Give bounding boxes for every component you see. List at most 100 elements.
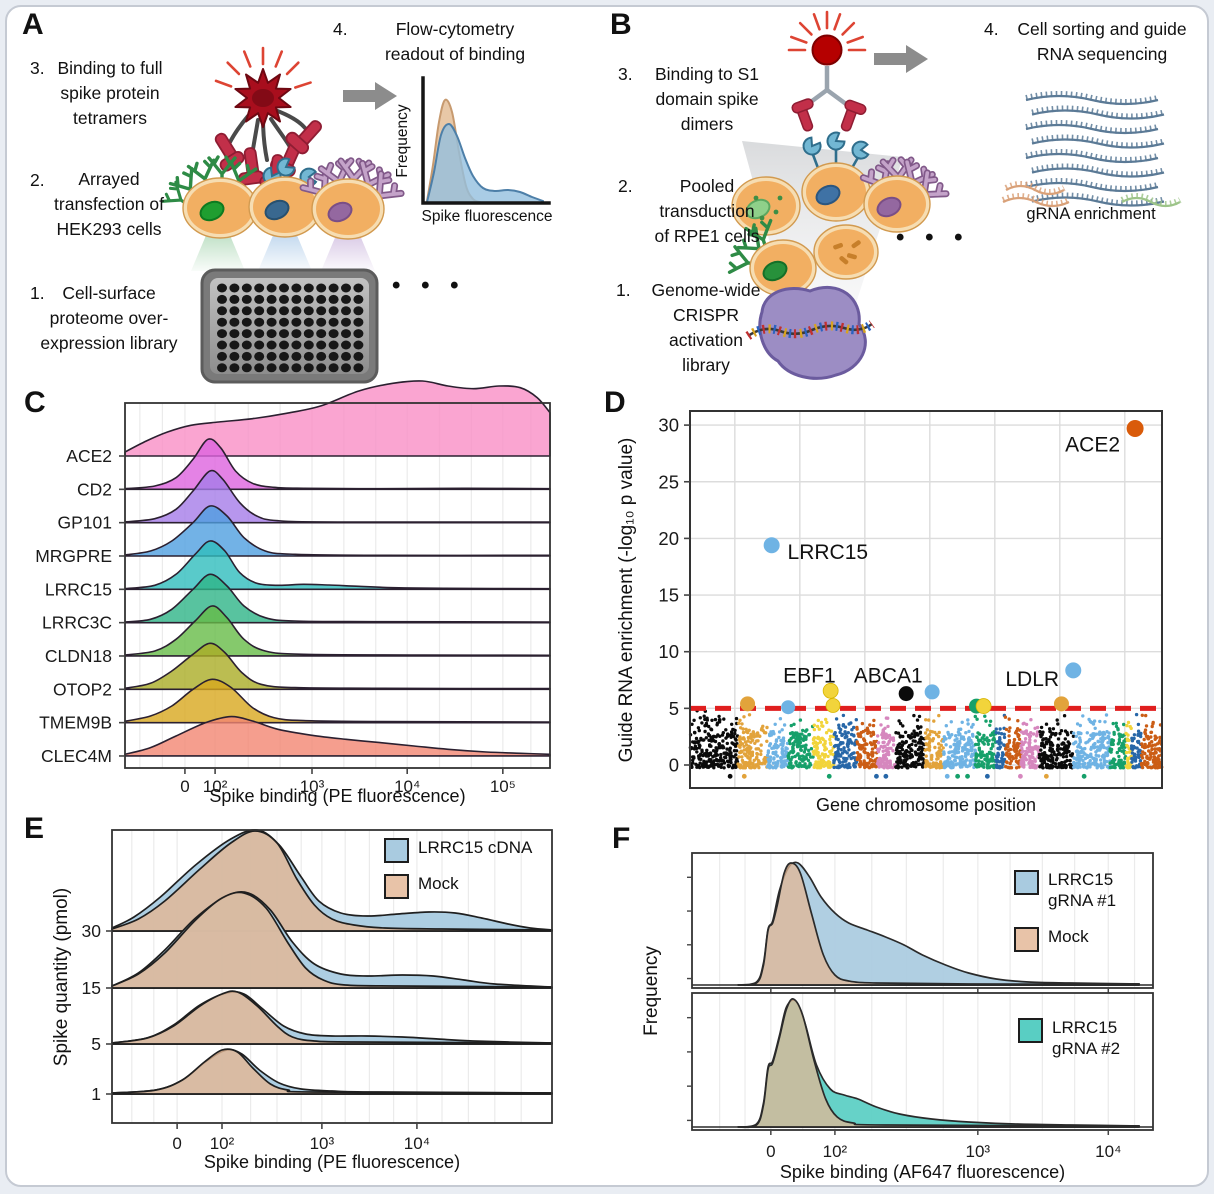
panel-b-step2-text: Pooled transduction of RPE1 cells bbox=[654, 176, 760, 246]
panel-a-step1-text: Cell-surface proteome over- expression l… bbox=[40, 283, 178, 353]
chart-f-axis-1 bbox=[687, 1016, 1110, 1135]
lrrc15-cdna-swatch bbox=[384, 838, 409, 863]
grna-enrichment-caption: gRNA enrichment bbox=[1026, 205, 1156, 223]
legend-item-grna2: LRRC15 gRNA #2 bbox=[1018, 1018, 1134, 1059]
panel-b-step1-text: Genome-wide CRISPR activation library bbox=[651, 280, 761, 375]
transfection-beams bbox=[191, 233, 375, 271]
svg-text:5: 5 bbox=[91, 1034, 101, 1054]
svg-text:15: 15 bbox=[658, 585, 679, 606]
chart-f-gridlines-1 bbox=[719, 993, 1136, 1130]
chart-f-xlabel: Spike binding (AF647 fluorescence) bbox=[779, 1162, 1066, 1182]
chart-e-ylabel: Spike quantity (pmol) bbox=[51, 887, 72, 1067]
svg-text:10³: 10³ bbox=[310, 1134, 335, 1153]
panel-b-step2-number: 2. bbox=[618, 176, 633, 196]
chart-e-axis: 30 15 5 1 0 10² 10³ 10⁴ bbox=[82, 921, 430, 1153]
legend-item-mock-f: Mock bbox=[1014, 927, 1130, 953]
ridgeline-chart-c: ACE2 CD2 GP101 MRGPRE LRRC15 LRRC3C CLDN18 OTOP… bbox=[35, 380, 551, 796]
panel-c-label: C bbox=[24, 386, 46, 419]
svg-text:0: 0 bbox=[172, 1134, 181, 1153]
svg-text:10²: 10² bbox=[210, 1134, 235, 1153]
panel-a-step4-text: Flow-cytometry readout of binding bbox=[384, 19, 526, 64]
svg-text:OTOP2: OTOP2 bbox=[53, 679, 112, 699]
svg-text:10⁴: 10⁴ bbox=[1095, 1142, 1121, 1161]
chart-f-bottom-legend: LRRC15 gRNA #2 bbox=[1018, 1018, 1134, 1059]
lrrc15-cdna-label: LRRC15 cDNA bbox=[418, 838, 533, 857]
chart-f-ylabel: Frequency bbox=[641, 946, 662, 1036]
gene-hit-labels: ACE2 LRRC15 EBF1 ABCA1 LDLR bbox=[783, 433, 1120, 691]
svg-text:MRGPRE: MRGPRE bbox=[35, 546, 112, 566]
svg-text:0: 0 bbox=[180, 777, 189, 796]
well-plate-illustration bbox=[200, 268, 379, 384]
svg-text:10³: 10³ bbox=[966, 1142, 991, 1161]
svg-text:30: 30 bbox=[82, 921, 102, 941]
chart-f-curves-1 bbox=[692, 998, 1153, 1129]
arrow-b-icon bbox=[874, 45, 928, 73]
panel-b-step3-number: 3. bbox=[618, 64, 633, 84]
grna-stack-illustration bbox=[1001, 91, 1182, 208]
mock-f-label: Mock bbox=[1048, 927, 1089, 947]
mini-plot-ylabel: Frequency bbox=[394, 104, 411, 178]
mock-label: Mock bbox=[418, 874, 459, 893]
mini-flow-plot bbox=[421, 76, 551, 205]
grna2-label: LRRC15 gRNA #2 bbox=[1052, 1018, 1121, 1058]
panel-b-step4-number: 4. bbox=[984, 19, 999, 39]
panel-a-illustration bbox=[160, 46, 551, 384]
svg-text:1: 1 bbox=[91, 1084, 101, 1104]
manhattan-points bbox=[688, 709, 1164, 770]
chart-f-curves-0 bbox=[692, 861, 1153, 986]
mini-plot-xlabel: Spike fluorescence bbox=[421, 208, 553, 225]
panel-a-step3-text: Binding to full spike protein tetramers bbox=[57, 58, 163, 128]
panel-b-step3-text: Binding to S1 domain spike dimers bbox=[654, 64, 760, 134]
svg-text:GP101: GP101 bbox=[58, 513, 112, 533]
panel-a-step3-number: 3. bbox=[30, 58, 45, 78]
dna-strand bbox=[745, 320, 875, 340]
crispr-nucleus-illustration bbox=[745, 285, 875, 380]
svg-text:CD2: CD2 bbox=[77, 479, 112, 499]
svg-text:ACE2: ACE2 bbox=[66, 446, 112, 466]
svg-text:0: 0 bbox=[669, 755, 679, 776]
svg-text:LRRC15: LRRC15 bbox=[788, 541, 869, 564]
chart-c-xlabel: Spike binding (PE fluorescence) bbox=[209, 786, 466, 806]
svg-text:10: 10 bbox=[658, 641, 679, 662]
panel-a-step2-number: 2. bbox=[30, 170, 45, 190]
chart-d-ylabel: Guide RNA enrichment (-log₁₀ p value) bbox=[616, 437, 637, 763]
chart-c-axis: ACE2 CD2 GP101 MRGPRE LRRC15 LRRC3C CLDN18 OTOP… bbox=[35, 446, 516, 796]
panel-d-label: D bbox=[604, 386, 626, 419]
grna1-swatch bbox=[1014, 870, 1039, 895]
chart-e-ridges bbox=[111, 829, 553, 1095]
ridgeline-chart-e: 30 15 5 1 0 10² 10³ 10⁴ bbox=[82, 829, 553, 1153]
manhattan-chart-d: ACE2 LRRC15 EBF1 ABCA1 LDLR 0 5 10 15 20 25 30 bbox=[658, 410, 1164, 789]
grna2-swatch bbox=[1018, 1018, 1043, 1043]
svg-text:10²: 10² bbox=[203, 777, 228, 796]
chart-e-xlabel: Spike binding (PE fluorescence) bbox=[203, 1152, 461, 1172]
panel-a-step2-text: Arrayed transfection of HEK293 cells bbox=[54, 169, 164, 239]
labeled-antibody-illustration bbox=[787, 10, 867, 132]
chart-f-top-legend: LRRC15 gRNA #1 Mock bbox=[1014, 870, 1130, 953]
svg-text:LDLR: LDLR bbox=[1005, 668, 1059, 691]
arrow-a-icon bbox=[343, 82, 397, 110]
panel-a-label: A bbox=[22, 8, 44, 41]
svg-text:25: 25 bbox=[658, 471, 679, 492]
panel-b-label: B bbox=[610, 8, 632, 41]
svg-text:0: 0 bbox=[766, 1142, 775, 1161]
chart-d-xlabel: Gene chromosome position bbox=[815, 795, 1037, 815]
panel-a-ellipsis: • • • bbox=[392, 272, 466, 299]
legend-item-mock: Mock bbox=[384, 874, 532, 899]
svg-text:TMEM9B: TMEM9B bbox=[39, 713, 112, 733]
panel-f-label: F bbox=[612, 822, 631, 855]
panel-a-step1-number: 1. bbox=[30, 283, 45, 303]
panel-ab-illustrations bbox=[160, 10, 1182, 384]
chart-c-ridges bbox=[124, 380, 551, 757]
svg-text:10²: 10² bbox=[823, 1142, 848, 1161]
panel-b-step1-number: 1. bbox=[616, 280, 631, 300]
panel-b-ellipsis: • • • bbox=[896, 224, 970, 251]
svg-text:ABCA1: ABCA1 bbox=[854, 664, 923, 687]
legend-item-grna1: LRRC15 gRNA #1 bbox=[1014, 870, 1130, 911]
svg-text:10⁴: 10⁴ bbox=[394, 777, 420, 796]
svg-text:10⁴: 10⁴ bbox=[404, 1134, 430, 1153]
svg-text:ACE2: ACE2 bbox=[1065, 433, 1120, 456]
svg-text:10⁵: 10⁵ bbox=[490, 777, 516, 796]
panel-e-label: E bbox=[24, 812, 45, 845]
hek-cells-illustration bbox=[160, 155, 405, 240]
